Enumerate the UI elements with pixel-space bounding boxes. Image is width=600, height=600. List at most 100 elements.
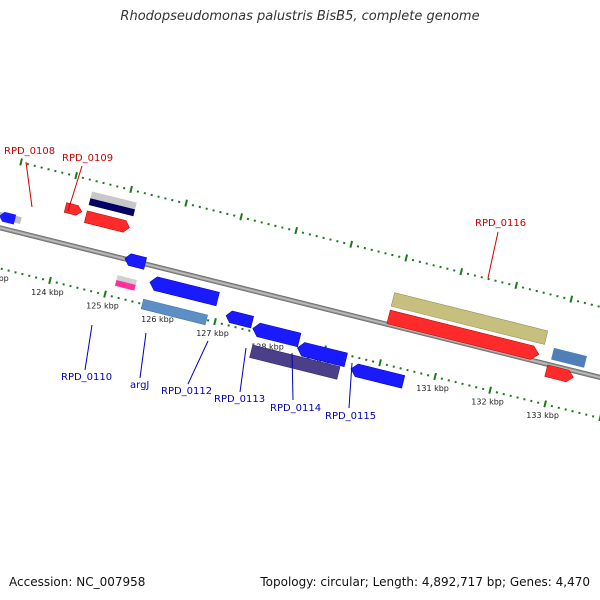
top-major-tick	[349, 240, 354, 248]
bottom-major-tick	[543, 400, 547, 408]
leader-rpd-0108	[25, 161, 33, 208]
bottom-minor-tick	[461, 382, 464, 386]
gene-argj-arrow[interactable]	[148, 275, 220, 307]
gene-rpd-0116-arrow[interactable]	[386, 309, 541, 361]
bottom-minor-tick	[564, 408, 567, 411]
top-minor-tick	[576, 300, 580, 303]
bottom-minor-tick	[454, 380, 457, 384]
top-leader-lines	[25, 161, 499, 279]
top-minor-tick	[40, 166, 43, 169]
bottom-minor-tick	[124, 298, 127, 301]
gene-rpd-0114-arrow[interactable]	[296, 341, 348, 367]
bottom-minor-tick	[420, 372, 423, 375]
leader-argj	[139, 332, 147, 379]
top-minor-tick	[260, 221, 263, 224]
label-rpd-0113[interactable]: RPD_0113	[214, 394, 265, 405]
label-argj[interactable]: argJ	[130, 380, 149, 391]
bottom-minor-tick	[392, 365, 395, 368]
gene-rpd-0108-arrow[interactable]	[63, 202, 83, 217]
gene-steel-band-right	[551, 347, 587, 368]
top-minor-tick	[370, 248, 373, 252]
top-minor-tick	[480, 276, 483, 279]
top-minor-tick	[535, 289, 538, 293]
tick-row-top	[19, 158, 600, 308]
top-minor-tick	[287, 228, 291, 231]
genome-summary-text: Topology: circular; Length: 4,892,717 bp…	[260, 575, 590, 589]
top-minor-tick	[109, 183, 112, 186]
leader-rpd-0110	[84, 324, 93, 371]
bottom-minor-tick	[495, 391, 499, 394]
gene-blue-left-arrow[interactable]	[0, 211, 17, 225]
accession-text: Accession: NC_007958	[9, 575, 146, 589]
bottom-minor-tick	[578, 411, 581, 415]
bottom-minor-tick	[591, 415, 595, 418]
top-minor-tick	[508, 282, 511, 286]
top-minor-tick	[212, 209, 215, 212]
top-major-tick	[514, 281, 519, 290]
top-minor-tick	[597, 305, 600, 308]
top-minor-tick	[453, 269, 456, 272]
top-minor-tick	[446, 267, 449, 270]
top-minor-tick	[219, 210, 222, 214]
top-minor-tick	[336, 240, 339, 243]
top-minor-tick	[384, 252, 387, 255]
bottom-minor-tick	[220, 322, 224, 326]
top-minor-tick	[281, 226, 284, 229]
label-rpd-0108[interactable]: RPD_0108	[4, 146, 55, 157]
bottom-minor-tick	[426, 374, 430, 377]
gene-argj-steel-band	[140, 298, 208, 326]
label-rpd-0116[interactable]: RPD_0116	[475, 218, 526, 229]
bottom-minor-tick	[550, 404, 554, 408]
top-minor-tick	[116, 185, 119, 188]
top-minor-tick	[322, 236, 325, 240]
top-minor-tick	[95, 180, 98, 183]
top-minor-tick	[54, 169, 57, 173]
bottom-minor-tick	[530, 399, 533, 403]
gene-rpd-0116-khaki-band[interactable]	[390, 292, 549, 345]
bottom-major-tick	[103, 290, 107, 298]
bottom-minor-tick	[399, 367, 402, 370]
top-minor-tick	[226, 212, 229, 216]
top-minor-tick	[528, 288, 532, 291]
gene-rpd-0112-arrow[interactable]	[225, 310, 254, 329]
bottom-minor-tick	[536, 401, 540, 404]
gene-rpd-0113-purple-band	[249, 344, 341, 380]
top-major-tick	[239, 213, 243, 221]
bottom-minor-tick	[351, 355, 354, 358]
label-rpd-0110[interactable]: RPD_0110	[61, 372, 112, 383]
label-rpd-0109[interactable]: RPD_0109	[62, 153, 113, 164]
bottom-minor-tick	[28, 274, 31, 277]
label-rpd-0114[interactable]: RPD_0114	[270, 403, 321, 414]
top-minor-tick	[122, 186, 126, 190]
bottom-minor-tick	[358, 356, 361, 360]
top-minor-tick	[102, 181, 105, 185]
top-minor-tick	[308, 233, 312, 236]
top-major-tick	[19, 158, 23, 166]
bottom-minor-tick	[41, 277, 45, 281]
bottom-minor-tick	[206, 319, 210, 322]
top-minor-tick	[549, 293, 552, 296]
top-minor-tick	[274, 224, 277, 228]
top-minor-tick	[583, 301, 587, 305]
bottom-minor-tick	[585, 413, 588, 416]
gene-red-arrow-right[interactable]	[544, 364, 575, 383]
top-minor-tick	[473, 274, 477, 277]
bottom-minor-tick	[21, 272, 24, 276]
gene-rpd-0110-arrow[interactable]	[123, 253, 147, 270]
label-rpd-0115[interactable]: RPD_0115	[325, 411, 376, 422]
gene-rpd-0113-arrow[interactable]	[251, 322, 302, 348]
top-minor-tick	[411, 258, 415, 262]
label-rpd-0112[interactable]: RPD_0112	[161, 386, 212, 397]
kbp-label: 127 kbp	[196, 329, 229, 338]
kbp-label: 131 kbp	[416, 384, 449, 393]
top-minor-tick	[67, 173, 71, 176]
top-minor-tick	[164, 197, 167, 200]
gene-rpd-0115-arrow[interactable]	[349, 363, 406, 389]
gene-rpd-0109-arrow[interactable]	[84, 210, 131, 234]
kbp-label: 132 kbp	[471, 397, 504, 406]
top-minor-tick	[398, 255, 401, 258]
top-major-tick	[569, 295, 574, 303]
bottom-minor-tick	[557, 406, 560, 410]
